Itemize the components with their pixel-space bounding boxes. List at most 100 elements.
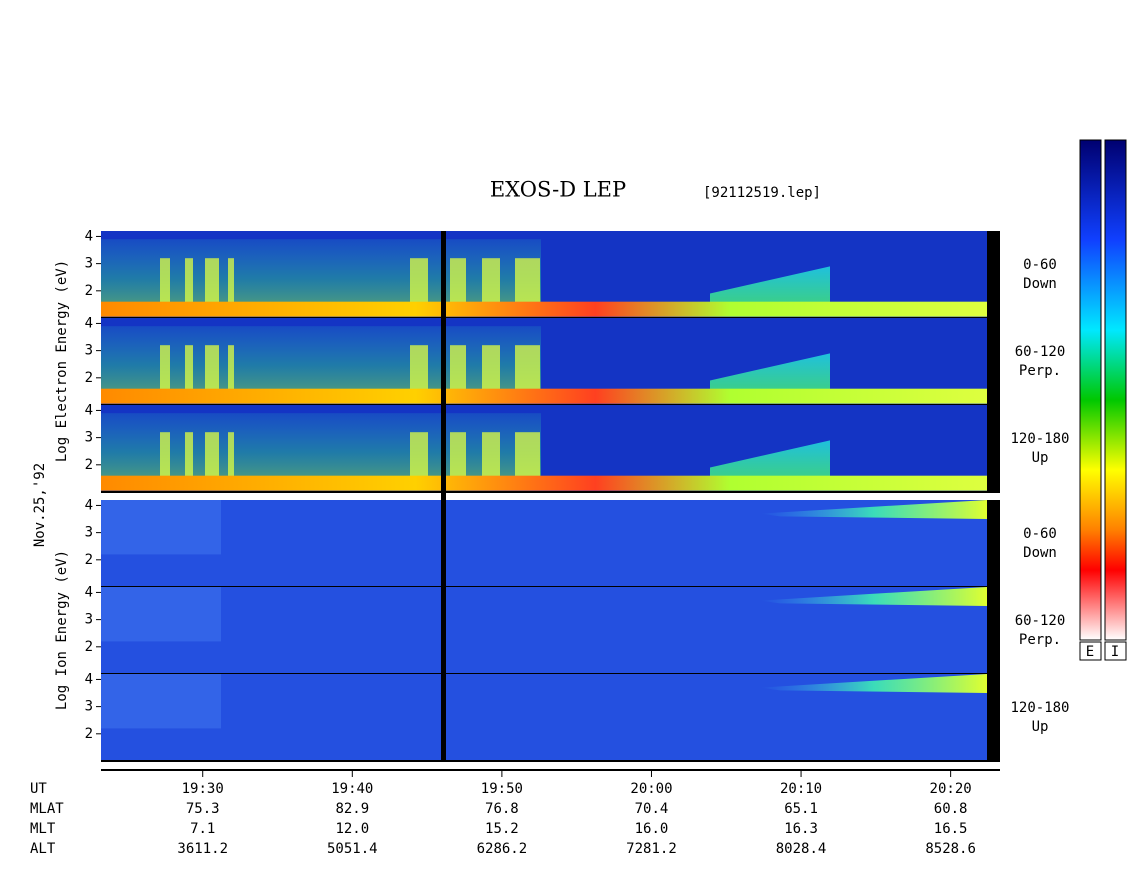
- orbit-value: 6286.2: [477, 841, 528, 857]
- y-tick-label: 2: [85, 726, 93, 742]
- colorbar-label-box: [1104, 641, 1127, 661]
- y-tick-label: 3: [85, 699, 93, 715]
- spectrogram-texture: [450, 432, 466, 487]
- spectrogram-texture: [410, 258, 428, 313]
- spectrogram-texture: [101, 475, 1000, 491]
- spectrogram-texture: [101, 674, 221, 729]
- colorbar: [1104, 139, 1127, 641]
- panel-angle: 60-120: [1015, 344, 1066, 360]
- spectrogram-texture: [205, 345, 219, 400]
- panel-angle: 0-60: [1023, 526, 1057, 542]
- spectrogram-texture: [160, 258, 170, 313]
- y-tick-label: 4: [85, 671, 93, 687]
- panel-angle: 120-180: [1010, 700, 1069, 716]
- spectrogram-texture: [160, 345, 170, 400]
- spectrogram-texture: [410, 345, 428, 400]
- y-tick-label: 2: [85, 457, 93, 473]
- chart-title: EXOS-D LEP: [490, 178, 626, 202]
- data-gap: [987, 587, 1000, 674]
- panel-direction: Perp.: [1019, 632, 1061, 648]
- orbit-value: 16.0: [635, 821, 669, 837]
- spectrogram-texture: [101, 413, 541, 479]
- ion-axis-label: Log Ion Energy (eV): [54, 550, 70, 710]
- spectrogram-texture: [101, 239, 541, 305]
- y-tick-label: 4: [85, 584, 93, 600]
- y-tick-label: 4: [85, 315, 93, 331]
- orbit-value: 82.9: [335, 801, 369, 817]
- spectrogram-texture: [760, 500, 987, 520]
- x-tick-label: 19:50: [481, 781, 523, 797]
- y-tick-label: 4: [85, 402, 93, 418]
- spectrogram-texture: [101, 500, 221, 555]
- panel-angle: 120-180: [1010, 431, 1069, 447]
- colorbar-label: I: [1111, 644, 1119, 660]
- spectrogram-texture: [205, 432, 219, 487]
- y-tick-label: 3: [85, 430, 93, 446]
- y-tick-label: 3: [85, 525, 93, 541]
- orbit-value: 7.1: [190, 821, 215, 837]
- orbit-value: 76.8: [485, 801, 519, 817]
- orbit-value: 65.1: [784, 801, 818, 817]
- x-tick-label: 19:30: [182, 781, 224, 797]
- spectrogram-texture: [482, 258, 500, 313]
- spectrogram-texture: [101, 326, 541, 392]
- spectrogram-texture: [185, 345, 193, 400]
- row-name: MLT: [30, 821, 56, 837]
- y-tick-label: 4: [85, 228, 93, 244]
- y-tick-label: 4: [85, 497, 93, 513]
- panel-direction: Up: [1032, 450, 1049, 466]
- row-name: ALT: [30, 841, 56, 857]
- orbit-value: 75.3: [186, 801, 220, 817]
- orbit-value: 3611.2: [177, 841, 228, 857]
- orbit-value: 70.4: [635, 801, 669, 817]
- x-tick-label: 20:10: [780, 781, 822, 797]
- orbit-value: 8028.4: [776, 841, 827, 857]
- spectrogram-texture: [101, 587, 221, 642]
- spectrogram-texture: [205, 258, 219, 313]
- orbit-value: 16.3: [784, 821, 818, 837]
- spectrogram-texture: [160, 432, 170, 487]
- colorbar-label-box: [1079, 641, 1102, 661]
- orbit-value: 5051.4: [327, 841, 378, 857]
- y-tick-label: 2: [85, 283, 93, 299]
- data-gap: [441, 231, 446, 761]
- orbit-value: 15.2: [485, 821, 519, 837]
- spectrogram-texture: [101, 388, 1000, 404]
- spectrogram-texture: [228, 345, 234, 400]
- data-gap: [987, 674, 1000, 761]
- spectrogram-texture: [228, 432, 234, 487]
- orbit-value: 7281.2: [626, 841, 677, 857]
- spectrogram-texture: [760, 674, 987, 694]
- spectrogram-texture: [482, 345, 500, 400]
- y-tick-label: 2: [85, 370, 93, 386]
- spectrogram-texture: [710, 353, 830, 392]
- panel-angle: 0-60: [1023, 257, 1057, 273]
- electron-axis-label: Log Electron Energy (eV): [54, 260, 70, 462]
- x-tick-label: 20:00: [630, 781, 672, 797]
- spectrogram-texture: [710, 266, 830, 305]
- x-tick-label: 19:40: [331, 781, 373, 797]
- panel-direction: Perp.: [1019, 363, 1061, 379]
- row-name: UT: [30, 781, 47, 797]
- y-tick-label: 2: [85, 639, 93, 655]
- colorbar: [1079, 139, 1102, 641]
- spectrogram-texture: [101, 301, 1000, 317]
- spectrogram-texture: [760, 587, 987, 607]
- data-gap: [987, 500, 1000, 587]
- panel-angle: 60-120: [1015, 613, 1066, 629]
- spectrogram-texture: [482, 432, 500, 487]
- y-tick-label: 3: [85, 343, 93, 359]
- spectrogram-texture: [450, 345, 466, 400]
- spectrogram-texture: [710, 440, 830, 479]
- panel-direction: Down: [1023, 276, 1057, 292]
- spectrogram-texture: [450, 258, 466, 313]
- y-tick-label: 2: [85, 552, 93, 568]
- spectrogram-texture: [410, 432, 428, 487]
- y-tick-label: 3: [85, 612, 93, 628]
- panel-direction: Down: [1023, 545, 1057, 561]
- data-gap: [987, 318, 1000, 405]
- orbit-value: 60.8: [934, 801, 968, 817]
- spectrogram-texture: [228, 258, 234, 313]
- spectrogram-texture: [185, 258, 193, 313]
